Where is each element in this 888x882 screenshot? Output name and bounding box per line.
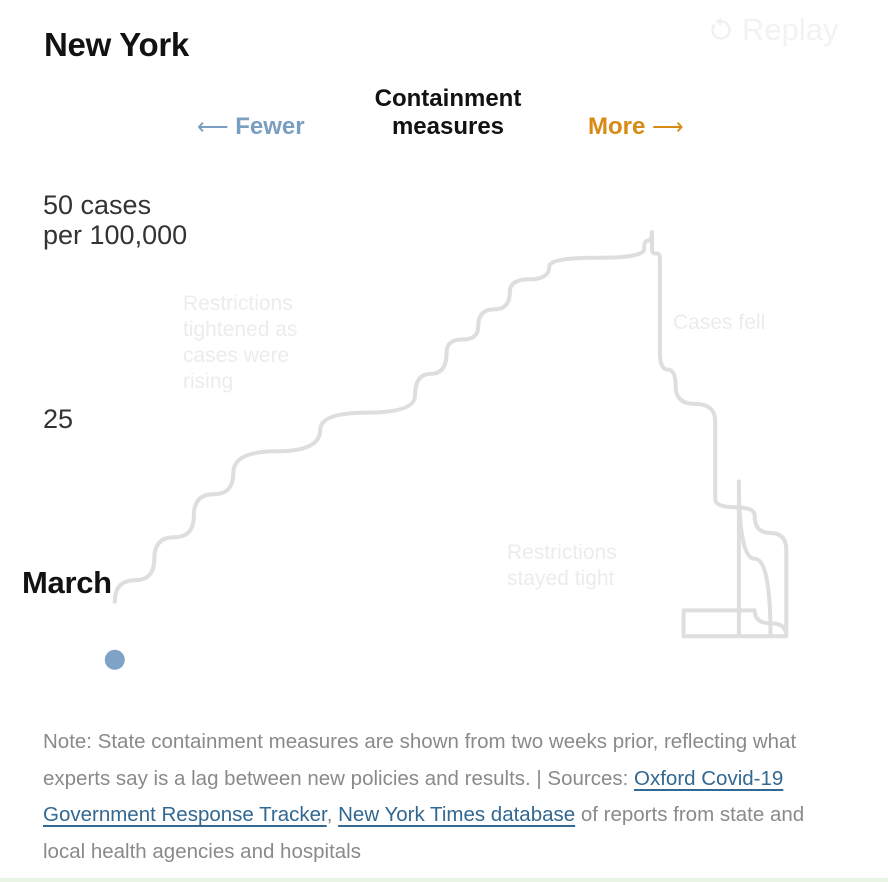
replay-label: Replay (742, 12, 839, 47)
annotation-cases-fell: Cases fell (673, 310, 765, 336)
fewer-text: Fewer (235, 113, 305, 140)
x-axis-title: Containment measures (374, 85, 522, 140)
more-text: More (588, 113, 646, 140)
start-label: March (22, 565, 112, 600)
annotation-line: Cases fell (673, 311, 766, 334)
arrow-right-icon: ⟶ (652, 114, 684, 139)
y-tick-label-50: 50 cases per 100,000 (43, 190, 187, 250)
oxford-tracker-link[interactable]: Oxford Covid-19 Government Response Trac… (43, 766, 784, 827)
series-line (112, 230, 789, 639)
note-separator: , (326, 803, 339, 826)
annotation-restrictions-tightened: Restrictions tightened as cases were rising (183, 291, 297, 395)
fewer-label: ⟵ Fewer (197, 113, 305, 141)
replay-button[interactable]: Replay (708, 10, 839, 50)
more-label: More ⟶ (588, 113, 684, 141)
arrow-left-icon: ⟵ (197, 114, 229, 139)
y-tick-label-25: 25 (43, 404, 74, 434)
annotation-line: tightened as (183, 318, 298, 341)
bottom-edge (0, 878, 888, 882)
source-note: Note: State containment measures are sho… (43, 724, 843, 870)
note-prefix: Note: State containment measures are sho… (43, 730, 797, 790)
y-tick-50-line1: 50 cases (43, 190, 152, 220)
annotation-restrictions-stayed-tight: Restrictions stayed tight (507, 540, 617, 592)
chart-plot (104, 230, 789, 670)
note-suffix: of reports from state and local health a… (43, 803, 805, 863)
annotation-line: Restrictions (183, 292, 293, 315)
annotation-line: rising (183, 370, 234, 393)
annotation-line: Restrictions (507, 541, 617, 564)
annotation-line: cases were (183, 344, 290, 367)
nyt-database-link[interactable]: New York Times database (338, 803, 576, 826)
annotation-line: stayed tight (507, 567, 615, 590)
start-point (104, 649, 125, 670)
y-tick-50-line2: per 100,000 (43, 220, 188, 250)
page-title: New York (44, 26, 189, 63)
replay-icon (708, 17, 734, 43)
